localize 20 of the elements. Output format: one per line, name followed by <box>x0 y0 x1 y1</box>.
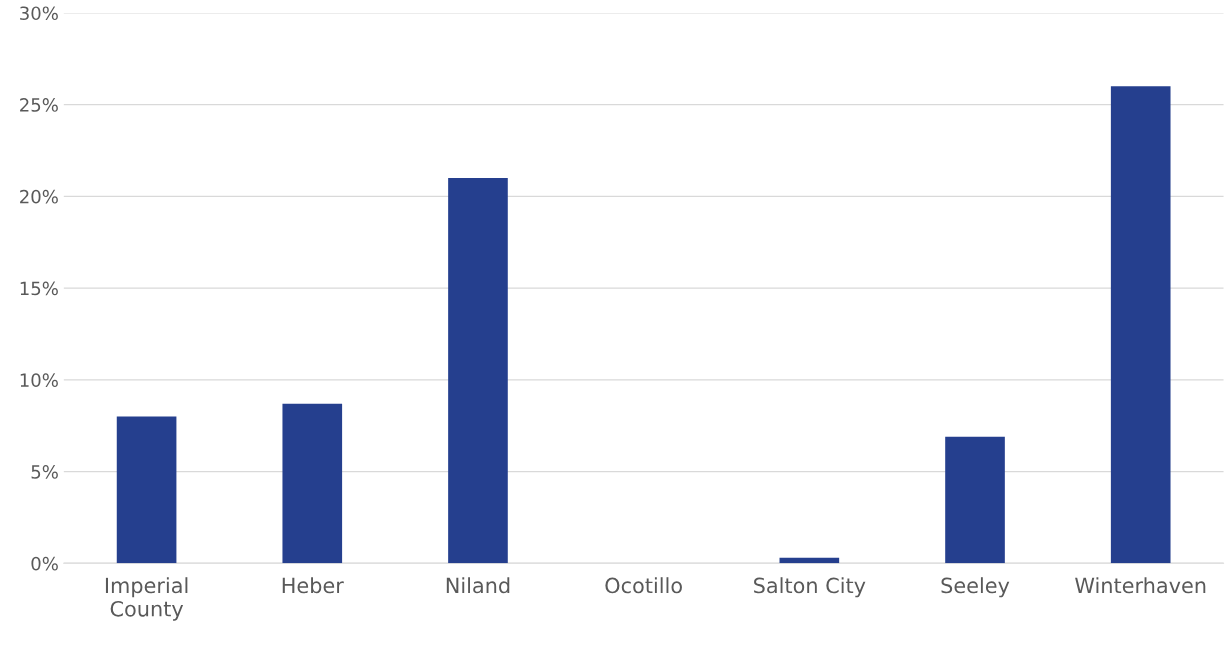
bar <box>448 178 508 564</box>
bar <box>945 436 1005 564</box>
bar <box>779 557 840 564</box>
y-tick-label: 25% <box>20 98 58 112</box>
y-tick-label: 10% <box>20 373 58 387</box>
x-tick-label: Niland <box>446 577 510 594</box>
y-tick-label: 20% <box>20 189 58 204</box>
x-tick-label: Winterhaven <box>1075 577 1206 594</box>
y-tick-label: 30% <box>20 6 58 21</box>
bar <box>1110 86 1171 564</box>
x-tick-label: Salton City <box>754 577 866 598</box>
y-tick-label: 15% <box>20 281 58 296</box>
x-tick-label: Heber <box>282 577 344 594</box>
x-tick-label: Seeley <box>941 577 1010 598</box>
y-tick-label: 0% <box>31 556 58 571</box>
bar <box>282 403 343 564</box>
bar <box>116 416 177 564</box>
y-tick-label: 5% <box>31 465 58 479</box>
x-tick-label: Imperial County <box>105 577 188 621</box>
x-tick-label: Ocotillo <box>605 577 682 594</box>
